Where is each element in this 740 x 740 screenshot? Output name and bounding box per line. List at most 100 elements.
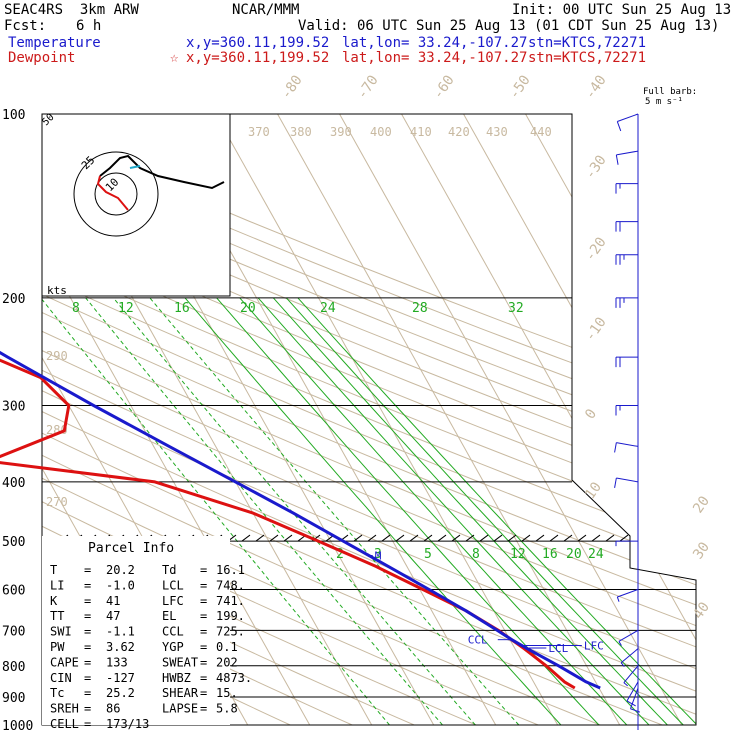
isotherm-line — [339, 114, 683, 725]
theta-labels: 370 380 390 400 410 420 430 440 290 280 270 — [46, 125, 552, 509]
isotherm-label: -10 — [582, 314, 610, 344]
mixing-ratio-label-lower: 24 — [588, 547, 604, 562]
mixing-ratio-label-lower: 5 — [424, 547, 432, 562]
hodograph-trace-upper — [99, 154, 225, 190]
dewpoint-star-icon: ☆ — [170, 50, 179, 66]
pressure-label: 400 — [2, 476, 25, 491]
wind-barb-flag — [618, 641, 622, 646]
dry-adiabat-line — [42, 114, 696, 725]
dry-adiabat-line — [42, 114, 696, 725]
dry-adiabat-line — [42, 114, 696, 725]
parcel-info-row: SWI = -1.1 CCL = 725. — [50, 625, 245, 639]
mixing-ratio-label-upper: 12 — [118, 301, 134, 316]
theta-label: 440 — [530, 125, 552, 139]
pressure-label: 600 — [2, 583, 25, 598]
header: SEAC4RS 3km ARW NCAR/MMM Init: 00 UTC Su… — [0, 0, 740, 72]
mixing-ratio-line — [113, 297, 476, 725]
wind-barb-staff — [620, 648, 639, 664]
dry-adiabat-line — [42, 114, 696, 725]
dry-adiabat-line — [42, 114, 696, 725]
isotherm-line — [277, 114, 621, 725]
wind-barb-staff — [616, 150, 639, 156]
isotherm-label: 10 — [582, 479, 605, 502]
dewpoint-stn: stn=KTCS,72271 — [528, 50, 647, 66]
isotherm-line — [215, 114, 559, 725]
hatch-mark — [395, 534, 405, 542]
hodograph-trace-low — [129, 165, 141, 169]
hatch-mark — [493, 534, 503, 542]
parcel-info-row: CELL = 173/13 — [50, 717, 149, 731]
parcel-info-title: Parcel Info — [88, 541, 174, 556]
mixing-ratio-label-upper: 16 — [174, 301, 190, 316]
parcel-info-row: LI = -1.0 LCL = 748. — [50, 578, 245, 592]
dry-adiabat-line — [42, 114, 353, 725]
barb-legend-line1: Full barb: — [643, 87, 697, 97]
isotherm-label: 40 — [690, 599, 713, 622]
lcl-level-label: LCL — [548, 642, 568, 655]
wind-barbs — [614, 113, 641, 713]
mixing-ratio-label-lower: 12 — [510, 547, 526, 562]
dry-adiabat-line — [42, 114, 696, 725]
hatch-mark — [353, 534, 363, 542]
pressure-label: 500 — [2, 535, 25, 550]
hodograph-trace-lower — [96, 175, 129, 211]
hodograph: 25 10 50 kts — [40, 112, 231, 297]
pressure-label: 100 — [2, 108, 25, 123]
parcel-info-row: T = 20.2 Td = 16.1 — [50, 563, 245, 577]
hatch-mark — [549, 534, 559, 542]
hatch-mark — [479, 534, 489, 542]
theta-label: 370 — [248, 125, 270, 139]
hatch-mark — [465, 534, 475, 542]
level-markers: ELCCLLCLLFCM — [366, 550, 604, 655]
hatch-mark — [367, 534, 377, 542]
theta-label: 420 — [448, 125, 470, 139]
dry-adiabat-line — [42, 114, 696, 725]
wind-barb-staff — [616, 442, 639, 447]
mixing-ratio-label-upper: 20 — [240, 301, 256, 316]
pressure-labels: 100 200 300 400 500 600 700 800 900 1000 — [2, 108, 33, 734]
wind-barb-staff — [630, 687, 639, 709]
wind-barb-staff — [616, 477, 639, 483]
pressure-label: 300 — [2, 400, 25, 415]
mixing-ratio-line — [149, 297, 520, 725]
dry-adiabat-line — [42, 114, 696, 725]
parcel-info-row: CAPE = 133 SWEAT = 202 — [50, 655, 238, 669]
wind-barb-staff — [626, 681, 639, 702]
hodograph-frame — [41, 113, 231, 297]
isotherm-label: -20 — [582, 234, 610, 264]
mixing-ratio-labels: 8 12 16 20 24 28 32 2 3 5 8 12 16 20 24 — [72, 301, 604, 562]
theta-label: 430 — [486, 125, 508, 139]
wind-barb-flag — [616, 596, 620, 602]
theta-label: 290 — [46, 349, 68, 363]
hatch-mark — [409, 534, 419, 542]
theta-label: 280 — [46, 423, 68, 437]
hatch-mark — [577, 534, 587, 542]
theta-label: 390 — [330, 125, 352, 139]
isotherm-label: -80 — [278, 72, 306, 102]
temperature-stn: stn=KTCS,72271 — [528, 35, 647, 51]
wind-barb-flag — [615, 154, 619, 165]
dewpoint-legend-label: Dewpoint — [8, 50, 76, 66]
hatch-mark — [381, 534, 391, 542]
parcel-info-background — [42, 536, 230, 725]
hatch-mark — [423, 534, 433, 542]
mixing-ratio-label-lower: 20 — [566, 547, 582, 562]
hatch-mark — [591, 534, 601, 542]
parcel-info-row: K = 41 LFC = 741. — [50, 594, 245, 608]
pressure-label: 200 — [2, 292, 25, 307]
hodograph-kts-label: kts — [47, 284, 67, 297]
model-name: SEAC4RS 3km ARW — [4, 2, 139, 18]
mixing-ratio-line — [273, 297, 668, 725]
dry-adiabat-line — [42, 114, 696, 725]
wind-barb-staff — [623, 665, 639, 683]
pressure-label: 800 — [2, 660, 25, 675]
wind-barb-staff — [617, 113, 639, 122]
mixing-ratio-label-upper: 32 — [508, 301, 524, 316]
barb-legend-line2: 5 m s⁻¹ — [645, 97, 683, 107]
wind-barb-flag — [616, 121, 622, 132]
dry-adiabat-line — [42, 114, 663, 725]
hatch-mark — [507, 534, 517, 542]
fcst-label: Fcst: — [4, 18, 47, 34]
isotherm-label: 0 — [582, 406, 600, 422]
parcel-info-row: TT = 47 EL = 199. — [50, 609, 245, 623]
